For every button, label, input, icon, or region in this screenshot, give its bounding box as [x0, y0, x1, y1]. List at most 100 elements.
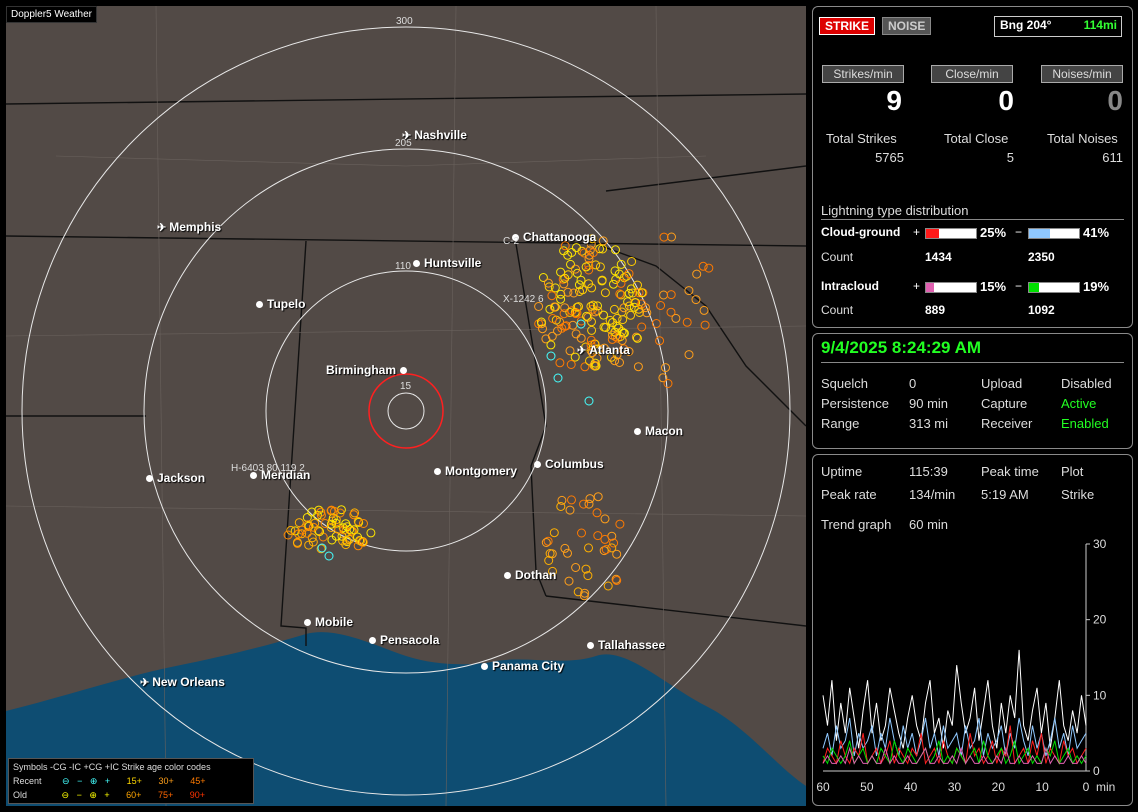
strike-marker [595, 262, 605, 272]
strike-marker [628, 288, 638, 298]
strike-marker [586, 335, 596, 345]
strike-marker [608, 330, 617, 340]
plot-value[interactable]: Strike [1061, 487, 1095, 502]
strike-marker [584, 265, 594, 275]
dot-icon [512, 234, 519, 242]
strike-marker [624, 288, 634, 298]
range-ring-label: 15 [400, 381, 412, 392]
city-name: Dothan [515, 568, 557, 582]
strike-marker [593, 301, 602, 311]
plane-icon: ✈ [402, 130, 412, 142]
strike-marker [587, 317, 596, 327]
city-name: Tallahassee [598, 638, 666, 652]
strike-marker [353, 532, 362, 542]
strike-marker [536, 317, 546, 327]
city-label: Dothan [504, 568, 556, 582]
strike-marker [704, 263, 714, 273]
strike-marker [335, 508, 345, 518]
capture-status[interactable]: Active [1061, 396, 1097, 411]
strike-marker [619, 344, 629, 354]
trend-graph-label: Trend graph [821, 517, 892, 532]
strike-marker [571, 563, 581, 572]
strike-marker [541, 538, 551, 547]
strike-marker [286, 525, 296, 535]
strike-marker [546, 340, 556, 350]
strike-marker [615, 289, 625, 299]
negative-sign: − [1015, 225, 1023, 239]
strike-marker [581, 564, 591, 574]
strike-marker [579, 499, 589, 509]
strike-marker [637, 288, 647, 298]
lightning-map[interactable]: 300 205 110 15 ✈ Nashville ✈ Memphis Chattan… [6, 6, 806, 806]
strike-marker [564, 576, 574, 586]
city-label: Meridian [250, 468, 310, 482]
strike-marker [308, 522, 318, 532]
strike-marker [574, 302, 583, 312]
strike-marker [555, 358, 565, 368]
ic-negative-count: 1092 [1028, 303, 1055, 317]
receiver-status[interactable]: Enabled [1061, 416, 1109, 431]
age-code: 75+ [157, 790, 174, 800]
city-label: Pensacola [369, 633, 439, 647]
strike-marker [587, 325, 597, 335]
strike-marker [572, 302, 582, 312]
strike-marker [671, 313, 681, 323]
legend-recent-row: Recent ⊖ − ⊕ + 15+ 30+ 45+ [13, 776, 206, 786]
strike-marker [302, 513, 312, 522]
persistence-label: Persistence [821, 396, 889, 411]
strikes-per-min-label: Strikes/min [822, 65, 904, 83]
strike-marker [635, 308, 644, 317]
strike-marker [659, 290, 669, 300]
strike-marker [666, 290, 676, 300]
negative-sign: − [1015, 279, 1023, 293]
ic-negative-bar [1028, 282, 1080, 293]
age-code: 30+ [158, 776, 174, 786]
city-label: Huntsville [413, 256, 481, 270]
city-label: Panama City [481, 659, 564, 673]
city-label: Macon [634, 424, 683, 438]
strike-marker [560, 303, 570, 313]
range-value: 313 mi [909, 416, 949, 431]
strike-marker [612, 350, 622, 360]
strike-marker [557, 323, 567, 333]
strike-marker [624, 347, 634, 356]
upload-status[interactable]: Disabled [1061, 376, 1112, 391]
strike-marker [560, 543, 570, 553]
strike-marker [588, 248, 598, 258]
strike-marker [607, 543, 617, 553]
symbol-legend: Symbols -CG -IC +CG +IC Strike age color… [8, 758, 254, 804]
strike-marker [549, 528, 559, 538]
strike-marker [631, 332, 641, 342]
recent-strike-marker [584, 396, 594, 406]
strike-marker [315, 527, 324, 537]
strike-marker [339, 525, 349, 535]
strike-marker [609, 538, 619, 548]
system-status-panel: 9/4/2025 8:24:29 AM Squelch 0 Upload Dis… [812, 333, 1133, 449]
trend-graph: 30 20 10 0 60 50 40 30 20 10 0 min [816, 539, 1115, 794]
city-name: Tupelo [267, 297, 306, 311]
strike-marker [547, 331, 557, 341]
city-name: Nashville [414, 128, 467, 142]
strike-marker [563, 287, 573, 297]
strike-marker [544, 282, 554, 292]
trend-series-line [822, 649, 1087, 749]
y-tick-label: 20 [1093, 613, 1107, 627]
ic-negative-percent: 19% [1083, 279, 1110, 294]
strike-marker [584, 254, 594, 264]
strike-marker [560, 241, 570, 251]
legend-header: Symbols -CG -IC +CG +IC Strike age color… [13, 762, 211, 772]
strike-marker [590, 307, 600, 317]
strike-marker [353, 517, 363, 526]
positive-sign: + [913, 225, 921, 239]
strike-marker [565, 505, 575, 515]
strike-marker [571, 329, 581, 339]
squelch-label: Squelch [821, 376, 868, 391]
strike-button[interactable]: STRIKE [819, 17, 876, 35]
dot-icon [413, 260, 420, 268]
noise-button[interactable]: NOISE [882, 17, 932, 35]
cg-positive-count: 1434 [925, 250, 952, 264]
strike-marker [637, 322, 647, 332]
strike-marker [605, 315, 615, 325]
total-noises-value: 611 [1102, 150, 1123, 165]
strike-marker [331, 531, 341, 541]
